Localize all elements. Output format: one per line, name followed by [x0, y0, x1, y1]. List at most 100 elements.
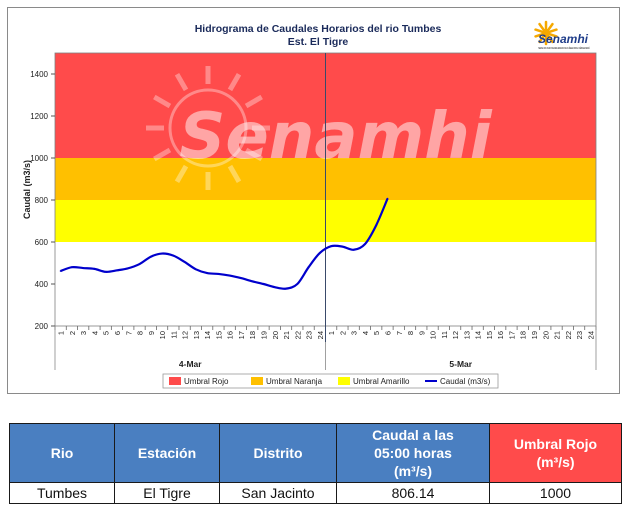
cell-rio: Tumbes: [9, 482, 115, 504]
data-point: [352, 248, 355, 251]
logo-sun-ray: [538, 22, 545, 31]
legend-label: Caudal (m3/s): [440, 377, 491, 386]
x-tick-label: 16: [496, 331, 505, 339]
header-distrito-label: Distrito: [253, 445, 303, 461]
x-tick-label: 23: [575, 331, 584, 339]
logo-sun-ray: [549, 33, 558, 38]
x-tick-label: 13: [192, 331, 201, 339]
watermark-sun-ray: [174, 73, 189, 92]
x-tick-label: 4: [90, 331, 99, 335]
logo-sun-ray: [547, 35, 554, 44]
watermark-sun-ray: [153, 147, 172, 162]
legend-swatch: [251, 377, 263, 385]
data-point: [217, 273, 220, 275]
watermark-sun-icon: [168, 88, 248, 168]
data-point: [194, 268, 197, 271]
data-point: [127, 267, 130, 270]
y-tick-label: 800: [35, 196, 49, 205]
data-point: [386, 197, 389, 200]
logo-subtext: SERVICIO NACIONAL DE METEOROLOGÍA E HIDR…: [538, 45, 590, 50]
x-tick-label: 20: [271, 331, 280, 339]
x-tick-label: 21: [553, 331, 562, 339]
cell-distrito: San Jacinto: [219, 482, 337, 504]
header-umbral-rojo: Umbral Rojo (m³/s): [489, 423, 622, 483]
header-rio-label: Rio: [50, 445, 74, 461]
logo-sun-ray: [549, 28, 558, 33]
data-point: [161, 252, 163, 255]
data-point: [240, 277, 242, 280]
data-point: [183, 261, 186, 263]
x-tick-label: 7: [395, 331, 404, 335]
x-tick-label: 1: [327, 331, 336, 335]
data-point: [82, 267, 85, 269]
cell-umbral-rojo: 1000: [489, 482, 622, 504]
data-point: [206, 272, 209, 274]
y-tick-label: 1000: [30, 154, 48, 163]
watermark-text: Senamhi: [179, 100, 493, 174]
y-tick-label: 1400: [30, 70, 48, 79]
header-caudal-line-3: (m³/s): [393, 463, 433, 479]
chart-subtitle: Est. El Tigre: [288, 36, 349, 48]
legend-swatch: [169, 377, 181, 385]
y-tick-label: 400: [35, 280, 49, 289]
hydrograph-chart: Senamhi 200 400 600 800 1000 1200 1400 Caudal (m…: [7, 7, 620, 394]
x-tick-label: 9: [417, 331, 426, 335]
station-data-table: Rio Estación Distrito Caudal a las 05:00…: [9, 423, 622, 504]
x-tick-label: 15: [214, 331, 223, 339]
x-tick-label: 24: [316, 331, 325, 339]
x-tick-label: 14: [203, 331, 212, 339]
x-tick-label: 14: [474, 331, 483, 339]
x-tick-label: 23: [305, 331, 314, 339]
x-tick-label: 11: [169, 331, 178, 339]
x-tick-label: 12: [451, 331, 460, 339]
x-tick-label: 5: [372, 331, 381, 335]
watermark-sun-ray: [227, 73, 242, 92]
x-tick-label: 13: [462, 331, 471, 339]
x-tick-label: 2: [68, 331, 77, 335]
x-tick-label: 1: [57, 331, 66, 335]
x-tick-label: 10: [429, 331, 438, 339]
header-umbral-line-2: (m³/s): [536, 454, 575, 470]
x-tick-label: 9: [147, 331, 156, 335]
header-caudal-line-1: Caudal a las: [372, 427, 454, 443]
legend-swatch: [338, 377, 350, 385]
legend-box: [162, 373, 499, 389]
x-tick-label: 18: [519, 331, 528, 339]
y-tick-label: 200: [35, 322, 49, 331]
logo-sun-ray: [534, 33, 543, 38]
x-tick-label: 6: [383, 331, 392, 335]
legend-label: Umbral Rojo: [184, 377, 229, 386]
x-tick-label: 17: [237, 331, 246, 339]
x-tick-label: 12: [181, 331, 190, 339]
day-label: 5-Mar: [449, 359, 472, 369]
watermark-sun-ray: [244, 94, 263, 109]
data-point: [228, 274, 231, 277]
x-tick-label: 7: [124, 331, 133, 335]
x-tick-label: 6: [113, 331, 122, 335]
x-tick-label: 18: [248, 331, 257, 339]
y-tick-label: 600: [35, 238, 49, 247]
logo-sun-ray: [534, 28, 543, 33]
chart-canvas: Senamhi 200 400 600 800 1000 1200 1400 Caudal (m…: [22, 20, 597, 389]
watermark-sun-ray: [153, 94, 172, 109]
data-point: [296, 283, 299, 285]
x-tick-label: 19: [260, 331, 269, 339]
x-tick-label: 22: [293, 331, 302, 339]
day-label: 4-Mar: [179, 359, 202, 369]
data-point: [318, 252, 321, 254]
data-point: [71, 266, 73, 269]
table-header-row: Rio Estación Distrito Caudal a las 05:00…: [9, 423, 622, 483]
data-point: [307, 266, 310, 269]
x-tick-label: 4: [361, 331, 370, 335]
data-point: [93, 267, 96, 270]
x-tick-label: 19: [530, 331, 539, 339]
data-point: [285, 287, 287, 290]
data-point: [330, 245, 333, 248]
cell-estacion: El Tigre: [114, 482, 220, 504]
x-tick-label: 16: [226, 331, 235, 339]
watermark-sun-ray: [174, 164, 189, 183]
x-tick-label: 10: [158, 331, 167, 339]
x-tick-label: 15: [485, 331, 494, 339]
x-tick-label: 21: [282, 331, 291, 339]
x-tick-label: 2: [338, 331, 347, 335]
